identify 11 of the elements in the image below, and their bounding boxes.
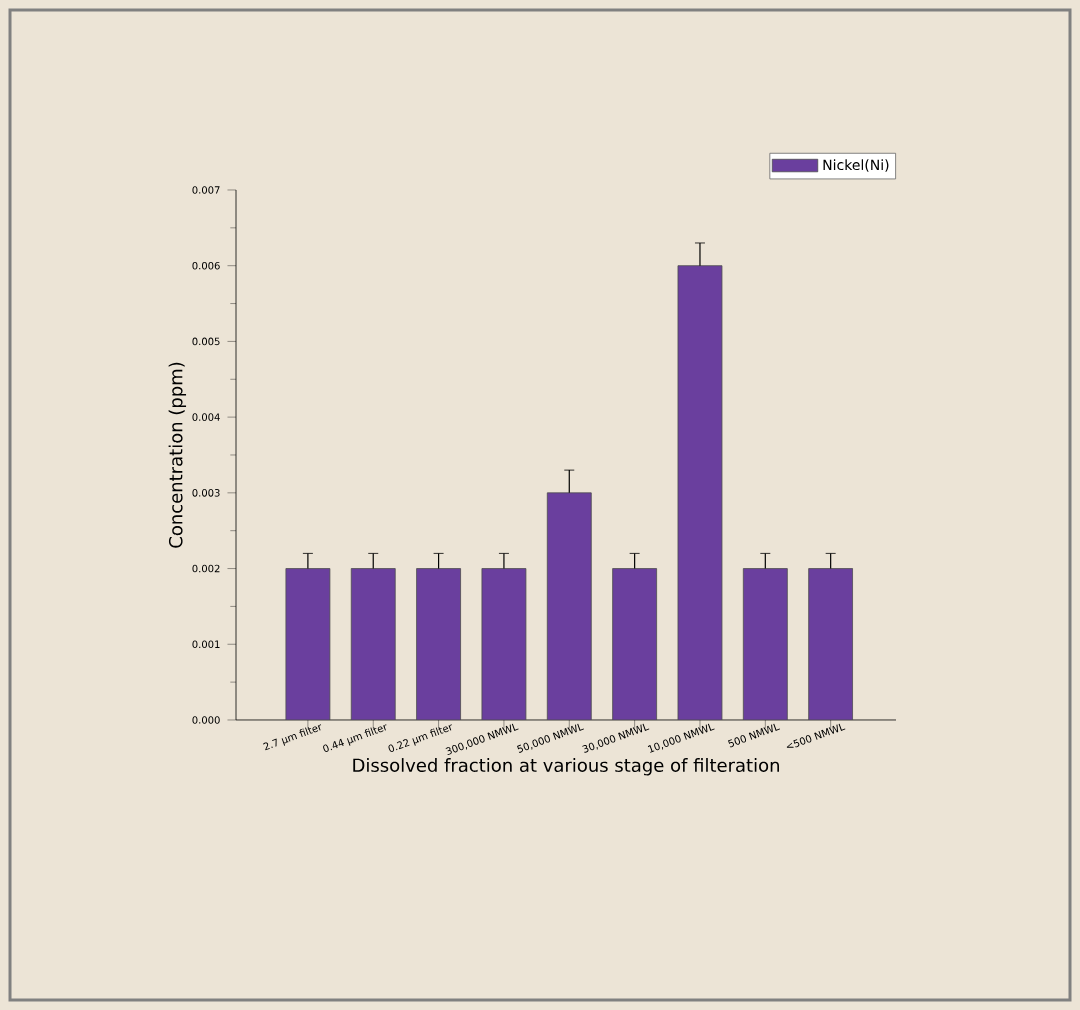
bar: [677, 265, 723, 720]
bar: [742, 568, 788, 720]
bar: [350, 568, 396, 720]
bar: [416, 568, 461, 720]
bar: [285, 568, 331, 720]
bar: [808, 568, 854, 720]
x-axis-title: Dissolved fraction at various stage of filteration: [353, 758, 779, 776]
y-axis-title: Concentration (ppm): [168, 362, 187, 548]
bar: [481, 568, 527, 720]
bar: [612, 568, 658, 720]
bar: [546, 492, 592, 720]
